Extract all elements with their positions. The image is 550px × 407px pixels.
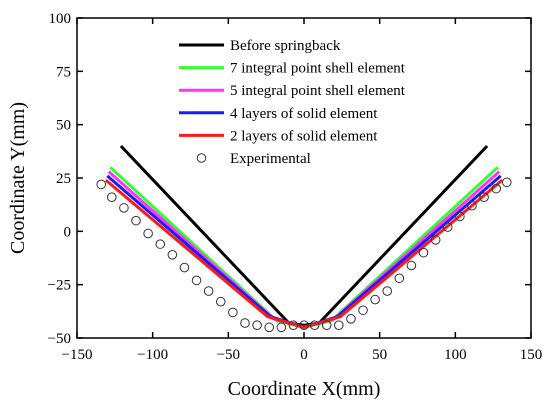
legend-label-2-layers-of-solid-element: 2 layers of solid element [230,128,378,144]
y-tick-label: −25 [48,278,71,294]
y-tick-label: −50 [48,331,71,347]
experimental-point [418,247,429,258]
experimental-point [370,294,380,305]
experimental-point [288,320,299,331]
experimental-point [467,200,477,211]
x-tick-label: 100 [444,347,467,363]
experimental-point [358,305,368,316]
experimental-point [143,228,153,239]
y-tick-label: 0 [64,224,72,240]
y-tick-label: 25 [56,171,71,187]
experimental-point [276,322,287,333]
experimental-point [107,192,117,202]
x-tick-label: 150 [520,347,543,363]
experimental-point [394,273,405,284]
y-tick-label: 100 [49,11,72,27]
before-springback-line [119,144,489,327]
experimental-point [228,307,238,318]
x-tick-label: 50 [372,347,387,363]
legend-label-7-integral-point-shell-element: 7 integral point shell element [230,61,406,77]
y-axis-title: Coordinate Y(mm) [7,102,29,254]
legend-label-5-integral-point-shell-element: 5 integral point shell element [230,83,406,99]
experimental-point [203,286,214,296]
experimental-point [264,322,274,333]
x-tick-label: −50 [217,347,240,363]
experimental-point [96,179,107,190]
experimental-point [491,183,501,194]
legend-label-experimental: Experimental [230,151,311,167]
experimental-point [406,260,417,271]
experimental-point [155,239,166,249]
experimental-point [131,215,141,226]
x-tick-label: 0 [300,347,308,363]
experimental-point [252,320,262,331]
y-tick-label: 75 [56,64,71,80]
experimental-point [334,320,344,331]
legend: Before springback 7 integral point shell … [179,38,406,167]
x-tick-label: −150 [62,347,93,363]
4-layers-of-solid-element-line [106,174,502,329]
experimental-point [299,320,309,331]
x-tick-label: −100 [137,347,168,363]
experimental-point [309,320,320,331]
experimental-point [455,211,465,222]
experimental-point [215,296,226,307]
experimental-point [167,250,178,260]
experimental-point [442,222,453,232]
experimental-point [479,192,489,202]
experimental-point [191,275,202,286]
legend-swatch-experimental [196,153,207,163]
experimental-point [321,320,332,331]
experimental-point [179,262,190,273]
x-axis-title: Coordinate X(mm) [228,378,381,400]
legend-label-4-layers-of-solid-element: 4 layers of solid element [230,106,378,122]
7-integral-point-shell-element-line [109,166,499,329]
experimental-point [430,235,441,245]
experimental-point [119,203,129,213]
experimental-point [501,177,512,188]
legend-label-before-springback: Before springback [230,38,341,54]
y-tick-label: 50 [56,118,71,134]
2-layers-of-solid-element-line [104,178,504,329]
experimental-point [346,314,356,324]
experimental-point [382,286,393,296]
experimental-point [240,318,250,328]
